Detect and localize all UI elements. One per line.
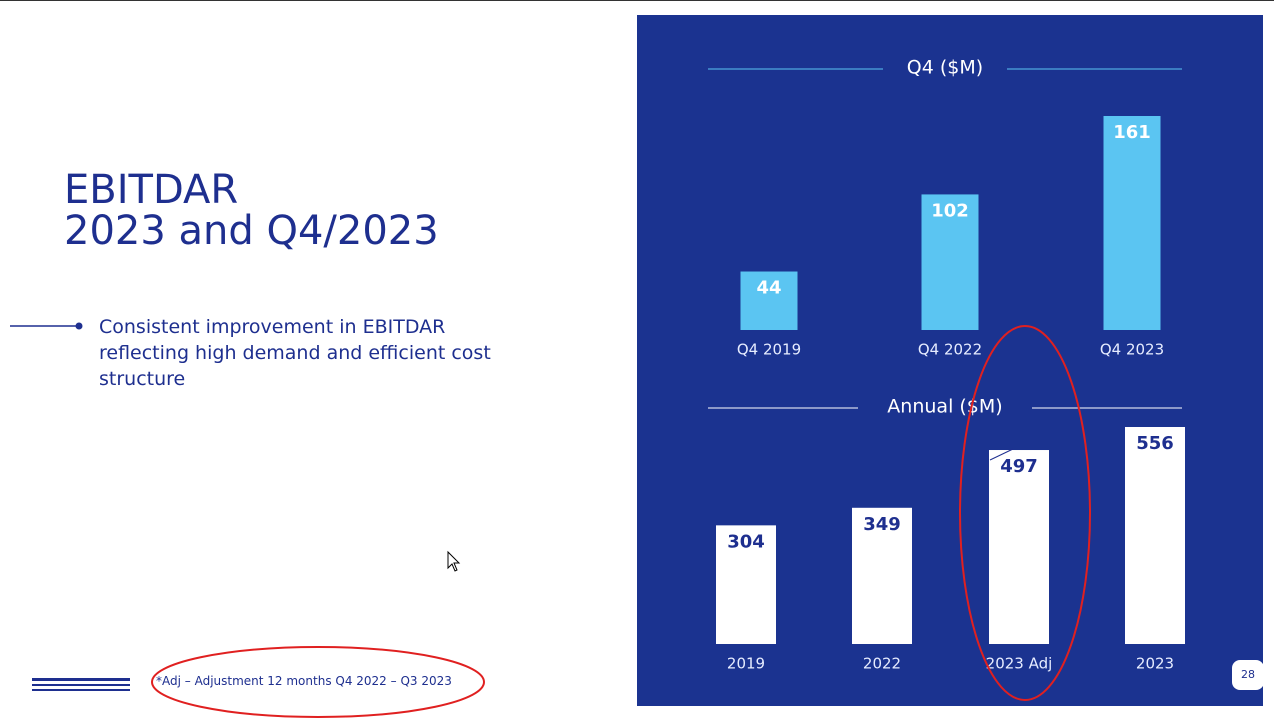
bar: [1103, 116, 1161, 330]
category-label: Q4 2022: [918, 341, 982, 359]
category-label: Q4 2023: [1100, 341, 1164, 359]
category-label: 2022: [863, 655, 901, 673]
value-label: 497: [1000, 456, 1038, 477]
bar: [921, 194, 979, 330]
mark-slash: [989, 448, 1014, 461]
page-number-box: [1232, 660, 1264, 690]
value-label: 304: [727, 531, 765, 552]
bar: [740, 271, 798, 330]
bar: [989, 450, 1049, 644]
bar: [1125, 427, 1185, 644]
slide-title: EBITDAR 2023 and Q4/2023: [64, 170, 439, 252]
title-line: EBITDAR: [64, 167, 239, 213]
category-label: 2019: [727, 655, 765, 673]
chart-title: Q4 ($M): [907, 57, 983, 79]
page-number: 28: [1241, 668, 1255, 681]
category-label: 2023: [1136, 655, 1174, 673]
bullet-dot: [75, 322, 83, 330]
cursor: [447, 550, 461, 572]
value-label: 556: [1136, 433, 1174, 454]
chart-title: Annual ($M): [887, 396, 1002, 418]
bar: [852, 507, 912, 644]
footnote: *Adj – Adjustment 12 months Q4 2022 – Q3…: [156, 674, 452, 688]
value-label: 349: [863, 514, 901, 535]
category-label: 2023 Adj: [986, 655, 1053, 673]
value-label: 161: [1113, 122, 1151, 143]
bar: [716, 525, 776, 644]
value-label: 44: [756, 278, 781, 299]
annotation-ellipse: [959, 325, 1091, 701]
category-label: Q4 2019: [737, 341, 801, 359]
bullet-text: Consistent improvement in EBITDAR reflec…: [99, 316, 491, 390]
value-label: 102: [931, 200, 969, 221]
logo: [32, 678, 130, 691]
title-line: 2023 and Q4/2023: [64, 208, 439, 254]
annotation-ellipse: [151, 646, 485, 718]
